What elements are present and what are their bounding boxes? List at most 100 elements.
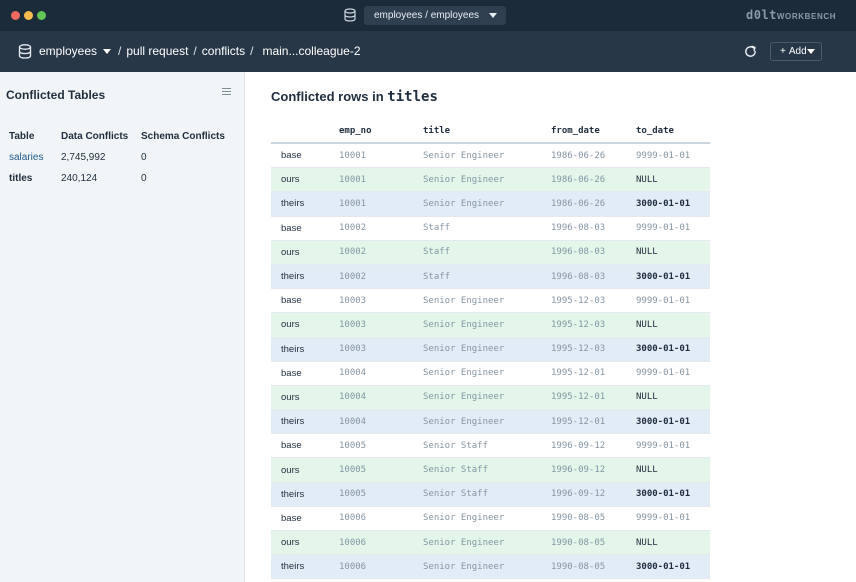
cell-emp-no: 10004 (339, 368, 367, 379)
conflicted-tables-table: Table Data Conflicts Schema Conflicts sa… (9, 126, 231, 189)
cell-emp-no: 10002 (339, 223, 367, 234)
row-kind-label: base (281, 222, 302, 234)
row-kind-label: base (281, 150, 302, 162)
cell-from-date: 1996-09-12 (551, 465, 606, 476)
cell-emp-no: 10004 (339, 416, 367, 427)
cell-to-date: NULL (636, 465, 658, 476)
schema-conflicts-count: 0 (141, 173, 147, 184)
cell-to-date: 3000-01-01 (636, 271, 691, 282)
column-header[interactable]: emp_no (339, 126, 372, 136)
table-row[interactable]: salaries 2,745,992 0 (9, 147, 231, 168)
table-row[interactable]: ours 10003 Senior Engineer 1995-12-03 NULL (271, 313, 710, 338)
table-row[interactable]: base 10006 Senior Engineer 1990-08-05 9999-0… (271, 507, 710, 531)
table-row[interactable]: ours 10004 Senior Engineer 1995-12-01 NULL (271, 385, 710, 411)
table-row[interactable]: theirs 10005 Senior Staff 1996-09-12 3000-01… (271, 482, 710, 507)
cell-to-date: 9999-01-01 (636, 295, 691, 306)
cell-to-date: 3000-01-01 (636, 344, 691, 355)
table-row[interactable]: ours 10001 Senior Engineer 1986-06-26 NULL (271, 168, 710, 193)
refresh-icon[interactable] (743, 44, 758, 59)
breadcrumb-separator: / (250, 44, 254, 58)
cell-emp-no: 10005 (339, 489, 367, 500)
row-kind-label: base (281, 440, 302, 452)
cell-from-date: 1995-12-03 (551, 319, 606, 330)
cell-emp-no: 10005 (339, 465, 367, 476)
page-title: Conflicted rows in titles (271, 89, 438, 105)
row-kind-label: ours (281, 319, 300, 331)
breadcrumb-pull-request[interactable]: pull request (126, 44, 189, 58)
table-row[interactable]: theirs 10002 Staff 1996-08-03 3000-01-01 (271, 264, 710, 290)
app-logo: d0ltWORKBENCH (746, 8, 836, 22)
close-window-button[interactable] (11, 11, 20, 20)
database-icon (18, 44, 32, 59)
cell-to-date: 3000-01-01 (636, 416, 691, 427)
cell-to-date: 9999-01-01 (636, 223, 691, 234)
table-link-salaries[interactable]: salaries (9, 152, 44, 163)
cell-title: Senior Staff (423, 440, 489, 451)
cell-to-date: 3000-01-01 (636, 489, 691, 500)
row-kind-label: base (281, 367, 302, 379)
cell-to-date: NULL (636, 247, 658, 258)
row-kind-label: ours (281, 391, 300, 403)
chevron-down-icon (489, 13, 497, 18)
breadcrumb-separator: / (193, 44, 197, 58)
table-row[interactable]: ours 10002 Staff 1996-08-03 NULL (271, 240, 710, 265)
cell-emp-no: 10001 (339, 198, 367, 209)
column-header[interactable]: from_date (551, 126, 600, 136)
cell-from-date: 1995-12-03 (551, 344, 606, 355)
database-icon (344, 8, 356, 22)
cell-title: Senior Engineer (423, 561, 505, 572)
page-title-table: titles (387, 89, 438, 105)
row-kind-label: theirs (281, 343, 305, 355)
database-select-value: employees / employees (374, 10, 480, 21)
breadcrumb-conflicts[interactable]: conflicts (201, 44, 246, 58)
add-button[interactable]: + Add (770, 42, 822, 61)
column-header: Schema Conflicts (141, 131, 225, 142)
minimize-window-button[interactable] (24, 11, 33, 20)
database-select[interactable]: employees / employees (364, 6, 506, 25)
logo-subtext: WORKBENCH (776, 12, 837, 21)
menu-icon[interactable] (222, 88, 231, 96)
sidebar-title: Conflicted Tables (6, 88, 106, 102)
column-header[interactable]: to_date (636, 126, 674, 136)
chevron-down-icon (807, 49, 815, 54)
page-header: employees / pull request / conflicts / m… (0, 31, 856, 72)
cell-title: Senior Engineer (423, 368, 505, 379)
cell-emp-no: 10006 (339, 561, 367, 572)
breadcrumb-branch: main...colleague-2 (262, 44, 361, 58)
cell-from-date: 1996-08-03 (551, 223, 606, 234)
cell-title: Senior Engineer (423, 392, 505, 403)
data-conflicts-count: 240,124 (61, 173, 98, 184)
breadcrumb-database[interactable]: employees (39, 44, 98, 58)
column-header[interactable]: title (423, 126, 451, 136)
window-titlebar: employees / employees d0ltWORKBENCH (0, 0, 856, 31)
table-row[interactable]: theirs 10001 Senior Engineer 1986-06-26 3000… (271, 192, 710, 217)
cell-title: Staff (423, 247, 451, 258)
column-header: Data Conflicts (61, 131, 129, 142)
table-row[interactable]: ours 10005 Senior Staff 1996-09-12 NULL (271, 458, 710, 483)
table-row[interactable]: titles 240,124 0 (9, 168, 231, 189)
cell-emp-no: 10006 (339, 513, 367, 524)
breadcrumb: employees / pull request / conflicts / m… (39, 44, 361, 58)
cell-from-date: 1990-08-05 (551, 561, 606, 572)
schema-conflicts-count: 0 (141, 152, 147, 163)
cell-from-date: 1996-09-12 (551, 489, 606, 500)
cell-title: Staff (423, 271, 451, 282)
table-row[interactable]: base 10001 Senior Engineer 1986-06-26 9999-0… (271, 144, 710, 169)
table-row[interactable]: ours 10006 Senior Engineer 1990-08-05 NULL (271, 531, 710, 556)
cell-from-date: 1995-12-01 (551, 416, 606, 427)
table-row[interactable]: base 10003 Senior Engineer 1995-12-03 9999-0… (271, 289, 710, 314)
row-kind-label: theirs (281, 198, 305, 210)
cell-emp-no: 10006 (339, 537, 367, 548)
table-row[interactable]: base 10004 Senior Engineer 1995-12-01 9999-0… (271, 362, 710, 386)
cell-from-date: 1996-08-03 (551, 271, 606, 282)
maximize-window-button[interactable] (37, 11, 46, 20)
table-row[interactable]: theirs 10003 Senior Engineer 1995-12-03 3000… (271, 337, 710, 362)
table-row[interactable]: base 10002 Staff 1996-08-03 9999-01-01 (271, 217, 710, 241)
cell-from-date: 1986-06-26 (551, 198, 606, 209)
table-row[interactable]: base 10005 Senior Staff 1996-09-12 9999-01-0… (271, 434, 710, 459)
chevron-down-icon[interactable] (103, 48, 112, 54)
cell-from-date: 1995-12-01 (551, 392, 606, 403)
table-row[interactable]: theirs 10004 Senior Engineer 1995-12-01 3000… (271, 410, 710, 435)
table-link-titles[interactable]: titles (9, 173, 33, 184)
table-row[interactable]: theirs 10006 Senior Engineer 1990-08-05 3000… (271, 555, 710, 580)
